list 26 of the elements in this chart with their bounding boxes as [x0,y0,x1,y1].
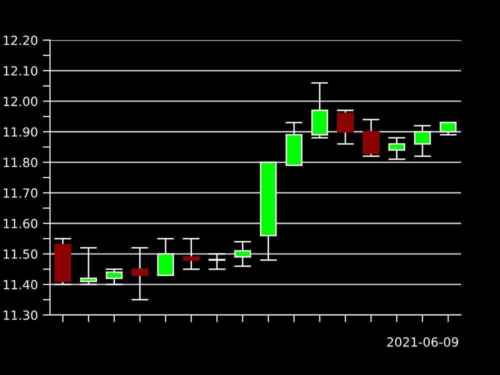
candlestick [337,110,354,145]
y-tick-label: 11.70 [4,188,38,198]
y-tick-label: 11.80 [4,158,38,168]
candlestick [362,118,380,157]
candlestick [440,122,457,136]
candlestick [234,241,252,267]
y-tick-label: 11.90 [4,127,38,137]
candlestick [182,238,200,270]
y-tick-label: 12.10 [4,66,38,76]
y-tick-label: 11.50 [4,249,38,259]
y-tick-label: 11.40 [4,280,38,290]
candlestick [80,247,97,286]
y-tick-label: 11.60 [4,218,38,228]
y-tick-label: 12.00 [4,96,38,106]
candlestick [132,247,148,300]
candlestick [54,238,72,286]
candlestick [414,124,431,157]
candlestick [311,82,328,139]
candlestick [260,162,277,261]
y-tick-label: 12.20 [4,36,38,46]
text: 2021-06-09 [387,337,458,347]
y-tick-label: 11.30 [4,310,38,320]
candlestick [157,238,174,276]
candlestick [286,122,302,166]
candlestick [106,268,123,286]
candlestick [388,137,406,160]
